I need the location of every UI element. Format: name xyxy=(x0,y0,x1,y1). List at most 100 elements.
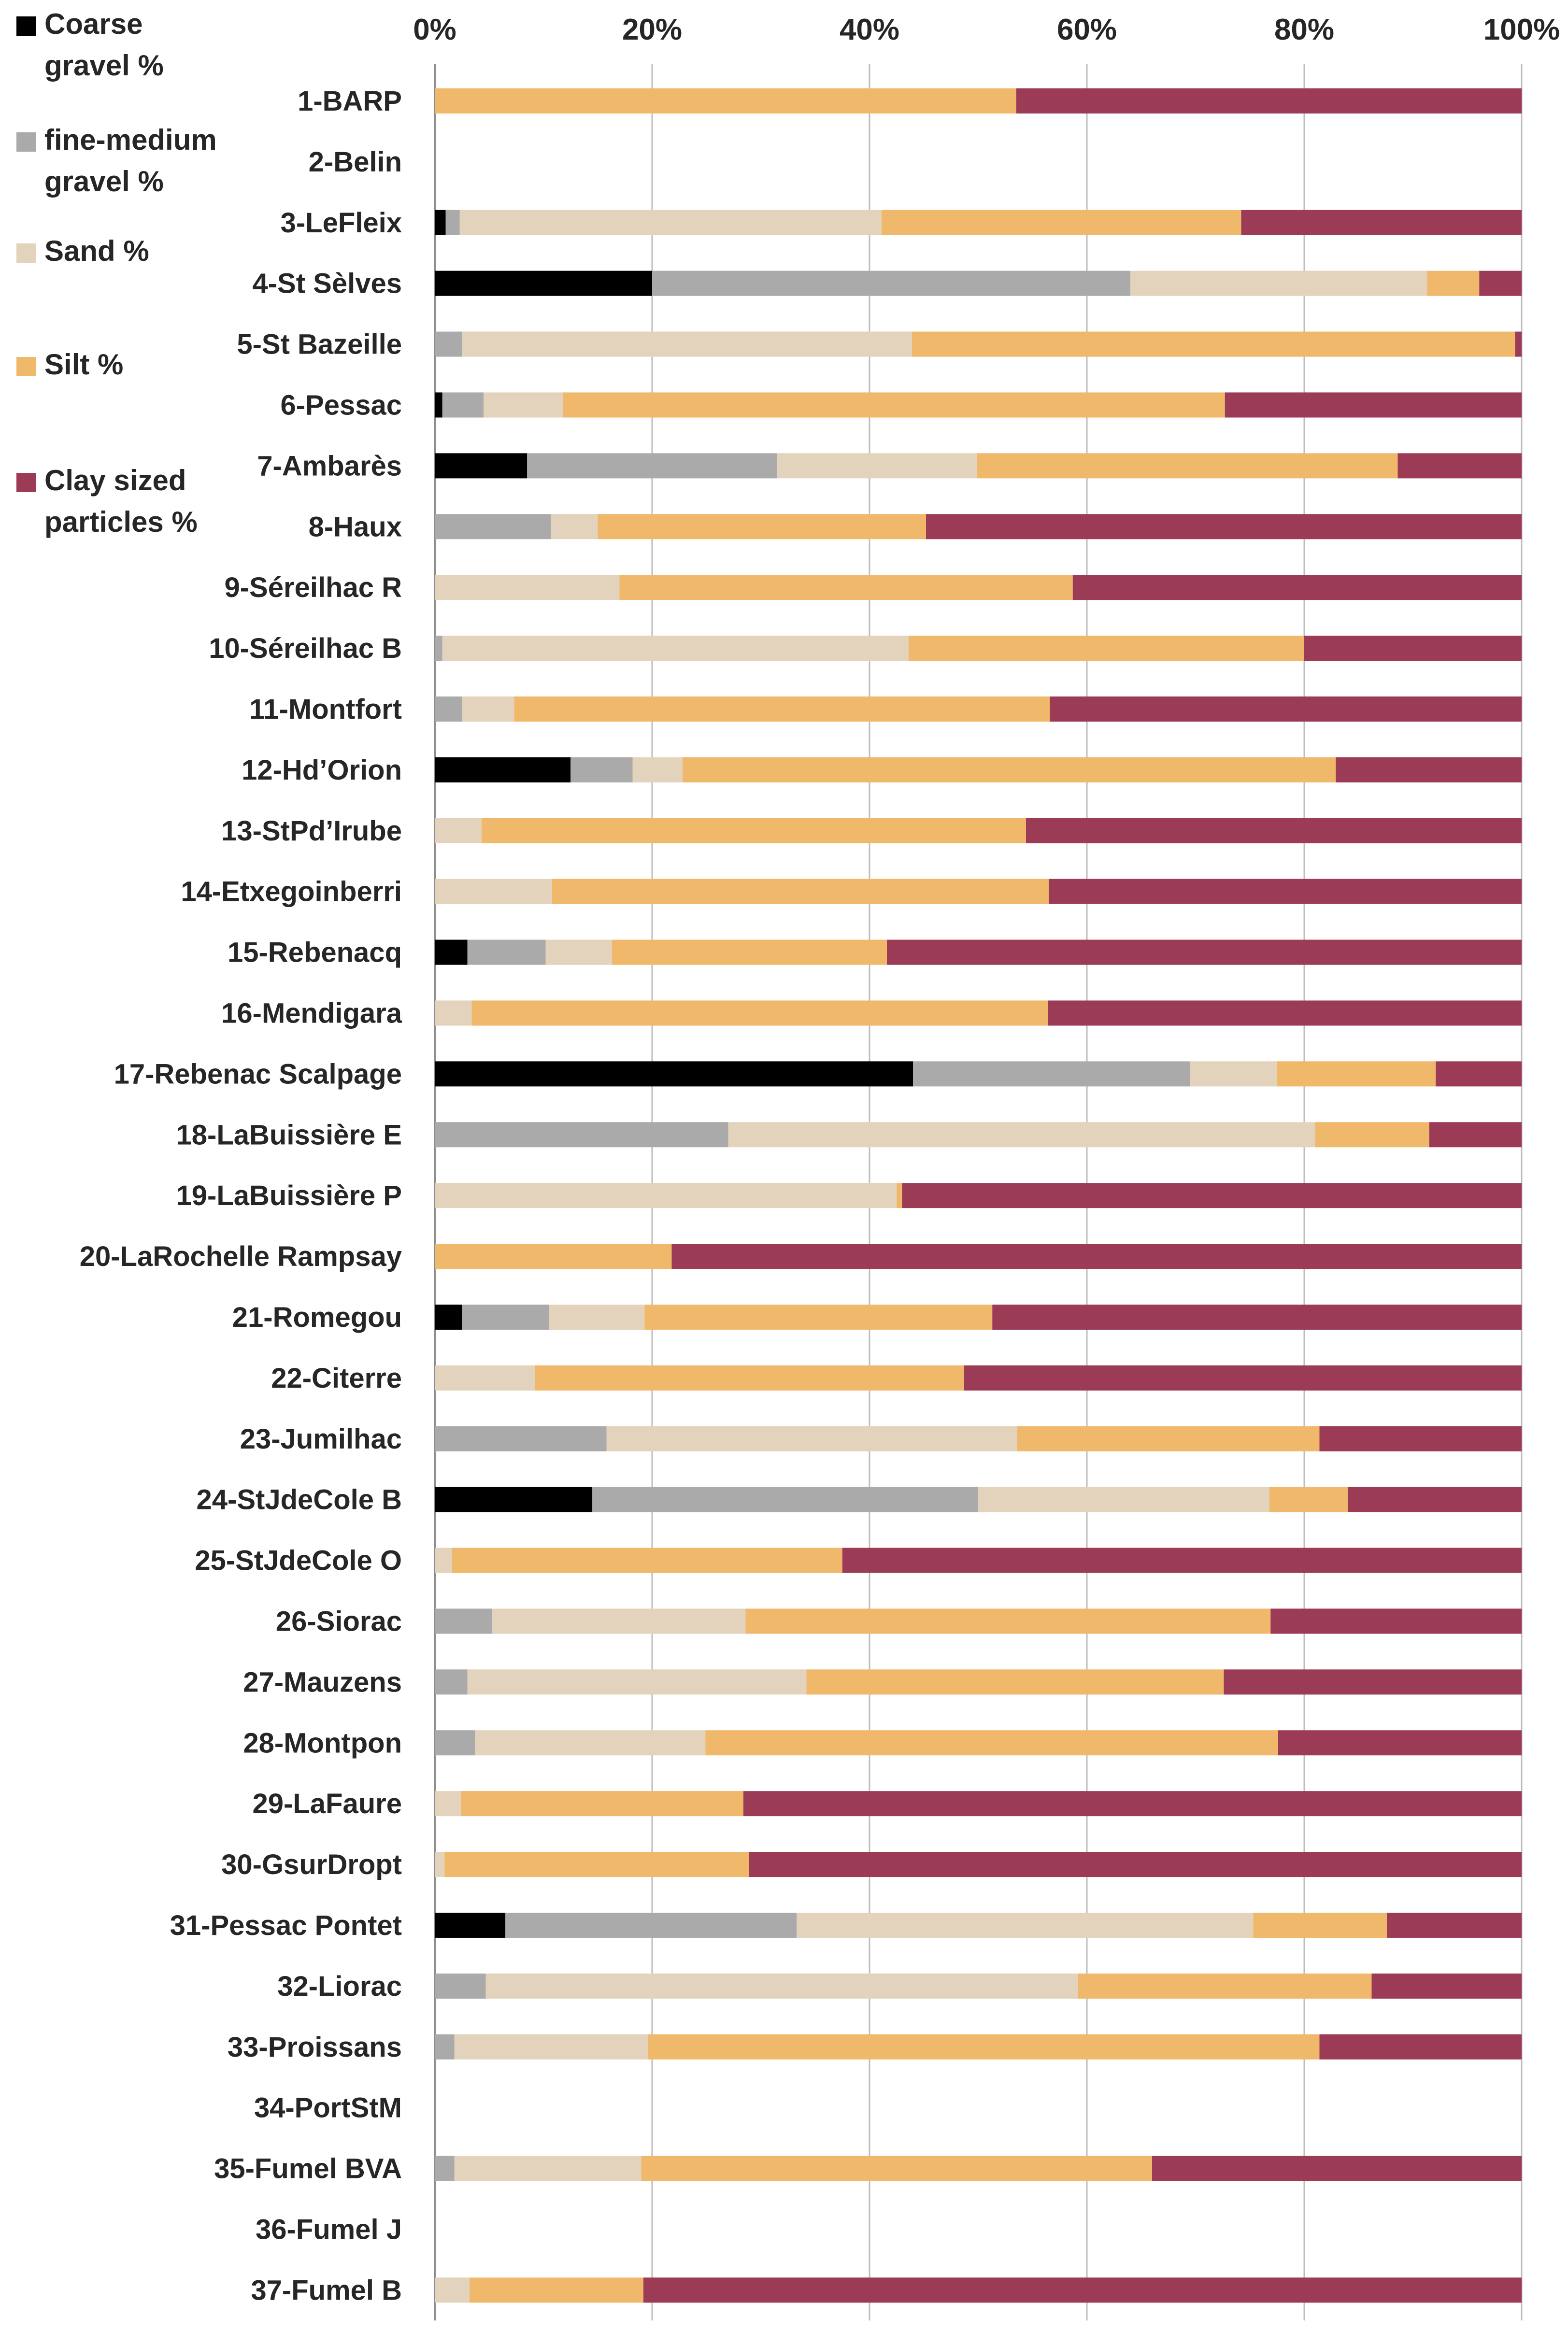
category-label: 17-Rebenac Scalpage xyxy=(114,1058,402,1090)
bar-segment xyxy=(1479,270,1522,296)
bar-segment xyxy=(435,2156,455,2181)
legend-item: Coarse gravel % xyxy=(16,8,164,82)
category-label: 31-Pessac Pontet xyxy=(170,1910,402,1941)
bar-segment xyxy=(435,453,527,479)
bar-segment xyxy=(435,1852,445,1877)
x-tick-label: 60% xyxy=(1057,13,1117,46)
category-label: 13-StPd’Irube xyxy=(221,815,402,847)
bar-segment xyxy=(1048,1000,1522,1026)
legend-item: Silt % xyxy=(16,348,123,381)
legend-label: Sand % xyxy=(44,235,149,267)
category-label: 14-Etxegoinberri xyxy=(181,876,402,908)
bar-segment xyxy=(598,514,926,540)
legend-swatch xyxy=(16,243,36,263)
bar-segment xyxy=(435,270,652,296)
bar-segment xyxy=(475,1730,706,1756)
category-label: 23-Jumilhac xyxy=(240,1423,402,1455)
bar-segment xyxy=(1049,879,1522,904)
bar-segment xyxy=(462,1304,549,1330)
bar-segment xyxy=(1017,1426,1320,1451)
bar-segment xyxy=(1319,1426,1522,1451)
bar-segment xyxy=(435,1122,728,1148)
bar-segment xyxy=(749,1852,1522,1877)
category-label: 21-Romegou xyxy=(232,1302,402,1333)
bar-segment xyxy=(992,1304,1522,1330)
bar-segment xyxy=(552,879,1049,904)
category-label: 4-St Sèlves xyxy=(252,268,402,299)
category-label: 3-LeFleix xyxy=(281,207,402,239)
bar-segment xyxy=(641,2156,1152,2181)
bar-segment xyxy=(619,575,1073,600)
bar-segment xyxy=(1072,575,1522,600)
bar-segment xyxy=(1277,1061,1436,1087)
bar-segment xyxy=(1016,88,1522,114)
x-axis-tick-labels: 0% 20% 40% 60% 80% 100% xyxy=(413,13,1560,46)
bar-segment xyxy=(1387,1912,1522,1938)
legend-label: particles % xyxy=(44,506,198,538)
bar-segment xyxy=(1253,1912,1387,1938)
bar-segment xyxy=(648,2034,1320,2060)
bar-segment xyxy=(435,1791,461,1817)
category-label: 28-Montpon xyxy=(243,1727,402,1759)
bar-segment xyxy=(777,453,977,479)
bar-segment xyxy=(435,88,1016,114)
bar-segment xyxy=(435,1365,535,1391)
category-label: 29-LaFaure xyxy=(253,1788,402,1819)
bar-segment xyxy=(1515,331,1522,357)
category-label: 10-Séreilhac B xyxy=(209,633,402,664)
legend: Coarse gravel % fine-medium gravel % Sand % S… xyxy=(16,8,217,538)
bar-segment xyxy=(435,2034,455,2060)
bar-segment xyxy=(470,2277,643,2303)
bar-segment xyxy=(563,392,1225,418)
bar-segment xyxy=(435,1426,607,1451)
category-label: 1-BARP xyxy=(298,85,402,117)
category-label: 22-Citerre xyxy=(271,1363,402,1394)
bar-segment xyxy=(1348,1487,1522,1512)
bar-segment xyxy=(606,1426,1017,1451)
bar-segment xyxy=(435,696,462,722)
bar-segment xyxy=(797,1912,1254,1938)
category-label: 5-St Bazeille xyxy=(237,329,402,360)
bar-segment xyxy=(1224,1669,1522,1695)
bar-segment xyxy=(1397,453,1522,479)
bar-segment xyxy=(1050,696,1522,722)
legend-label: Coarse xyxy=(44,8,143,40)
bar-segment xyxy=(435,1912,506,1938)
bar-segment xyxy=(926,514,1522,540)
bars xyxy=(435,88,1522,2303)
category-label: 2-Belin xyxy=(309,146,402,178)
bar-segment xyxy=(435,1061,913,1087)
bar-segment xyxy=(435,939,468,965)
category-label: 24-StJdeCole B xyxy=(197,1484,402,1516)
bar-segment xyxy=(1026,818,1522,843)
bar-segment xyxy=(435,392,442,418)
category-labels: 1-BARP 2-Belin 3-LeFleix 4-St Sèlves 5-St Ba… xyxy=(80,85,402,2306)
category-label: 33-Proissans xyxy=(228,2032,402,2063)
category-label: 19-LaBuissière P xyxy=(176,1180,402,1211)
bar-segment xyxy=(887,939,1522,965)
bar-segment xyxy=(643,2277,1522,2303)
bar-segment xyxy=(1225,392,1522,418)
category-label: 34-PortStM xyxy=(254,2092,402,2124)
category-label: 36-Fumel J xyxy=(256,2214,402,2245)
bar-segment xyxy=(881,210,1241,235)
bar-segment xyxy=(683,757,1336,782)
bar-segment xyxy=(435,1548,452,1573)
category-label: 7-Ambarès xyxy=(257,450,402,482)
bar-segment xyxy=(471,1000,1048,1026)
bar-segment xyxy=(454,2156,641,2181)
legend-label: Clay sized xyxy=(44,464,186,497)
category-label: 20-LaRochelle Rampsay xyxy=(80,1241,402,1272)
bar-segment xyxy=(671,1244,1522,1269)
category-label: 11-Montfort xyxy=(249,694,402,725)
bar-segment xyxy=(435,879,552,904)
bar-segment xyxy=(1152,2156,1522,2181)
bar-segment xyxy=(1371,1973,1522,1999)
bar-segment xyxy=(1078,1973,1372,1999)
bar-segment xyxy=(435,1730,475,1756)
bar-segment xyxy=(743,1791,1522,1817)
legend-item: Sand % xyxy=(16,235,149,267)
bar-segment xyxy=(897,1183,902,1208)
bar-segment xyxy=(435,575,620,600)
